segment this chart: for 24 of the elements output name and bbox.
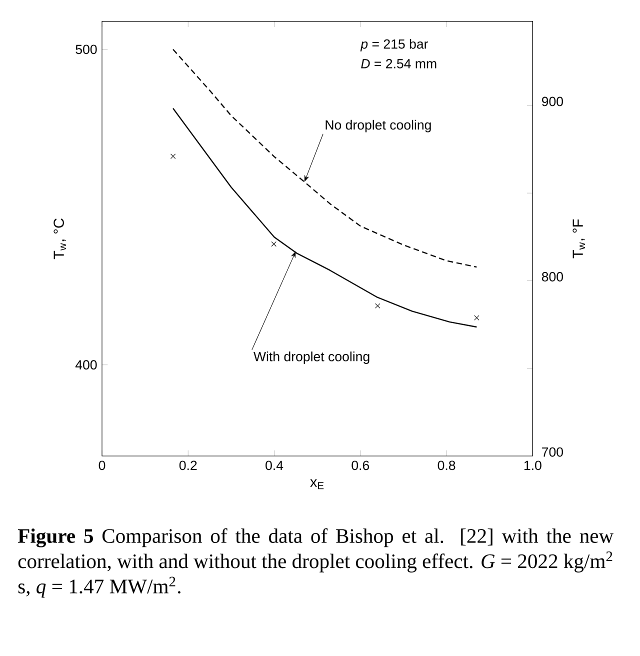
y-tick-label: 500	[76, 44, 97, 54]
y2-axis-title: T$_{w}$, °F	[572, 219, 586, 258]
annotation: No droplet cooling	[326, 120, 431, 132]
y2-tick-label: 700	[542, 447, 564, 457]
annotation: p = 215 bar	[360, 38, 428, 52]
x-axis-title: x$_{E}$	[310, 479, 324, 490]
annotation: D = 2.54 mm	[361, 58, 436, 68]
line-series	[172, 108, 478, 328]
y-tick-label: 400	[75, 360, 97, 370]
point	[474, 315, 480, 320]
x-tick-label: 0.4	[266, 460, 284, 470]
y-axis-title: T$_{w}$, °C	[54, 218, 66, 260]
x-tick-label: 0.2	[179, 460, 197, 470]
y2-tick-label: 800	[542, 272, 564, 282]
y2-tick-label: 900	[542, 96, 564, 106]
x-tick-label: 0.6	[352, 460, 370, 470]
point	[375, 303, 380, 308]
x-tick-label: 1.0	[524, 460, 542, 470]
text: Figure 5 Comparison of the data of Bishop et al. [22] with the new correlation, with and without the droplet cooling effect. G = 2022 kg/m$^{2}$ s, q = 1.47 MW/m$^{2}$.	[18, 528, 614, 598]
x-tick-label: 0.8	[438, 460, 456, 470]
x-tick-label: 0	[98, 460, 106, 470]
point	[271, 241, 276, 247]
annotation: With droplet cooling	[254, 352, 370, 364]
point	[170, 154, 176, 159]
